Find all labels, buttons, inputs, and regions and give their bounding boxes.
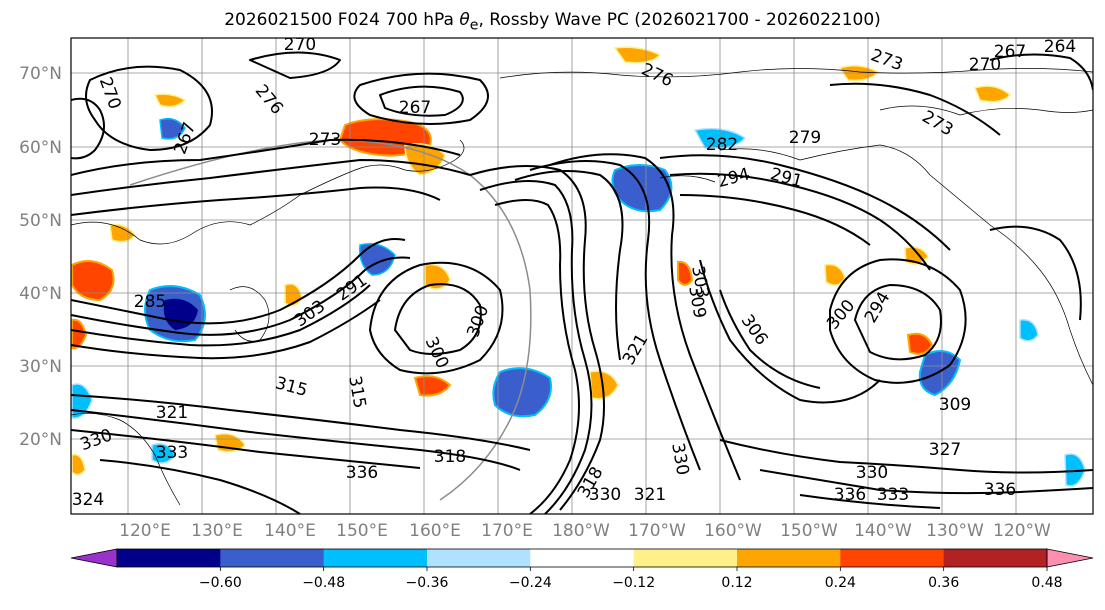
warm-anomaly [613, 46, 662, 64]
contour-label: 285 [134, 292, 166, 312]
colorbar-segment [427, 549, 531, 567]
warm-anomaly [424, 263, 451, 290]
lat-label: 60°N [19, 138, 62, 158]
colorbar-segment [323, 549, 428, 567]
warm-anomaly [677, 260, 694, 286]
lat-label: 20°N [19, 430, 62, 450]
lon-label: 120°W [993, 521, 1051, 541]
lon-label: 140°W [854, 521, 912, 541]
warm-anomaly [71, 260, 115, 302]
colorbar-outline [116, 548, 1048, 568]
contour-label: 330 [589, 485, 621, 505]
lat-axis: 70°N 60°N 50°N 40°N 30°N 20°N [19, 64, 62, 450]
theta-symbol: θ [459, 10, 470, 30]
theta-e-contours [71, 51, 1093, 514]
contour-label: 336 [834, 485, 866, 505]
lat-label: 30°N [19, 357, 62, 377]
warm-anomaly [973, 85, 1012, 103]
contour-label: 270 [284, 35, 316, 55]
warm-anomaly [109, 223, 136, 243]
contour-label: 327 [929, 440, 961, 460]
colorbar-tick-label: 0.12 [721, 575, 752, 591]
contour-label: 273 [309, 130, 341, 150]
lon-label: 150°W [780, 521, 838, 541]
contour-label: 264 [1044, 37, 1076, 57]
cold-anomaly [918, 350, 962, 397]
warm-anomaly [71, 318, 88, 350]
contour-label: 267 [399, 98, 431, 118]
cold-anomaly [71, 383, 93, 419]
colorbar-segment [117, 549, 221, 567]
contour-label: 309 [939, 395, 971, 415]
lon-label: 160°E [409, 521, 461, 541]
figure-title: 2026021500 F024 700 hPa θe, Rossby Wave … [0, 10, 1105, 33]
cold-anomaly [151, 443, 176, 464]
colorbar-segment [530, 549, 635, 567]
lon-label: 120°E [119, 521, 171, 541]
colorbar-tick-label: −0.60 [199, 575, 242, 591]
contour-label: 279 [789, 128, 821, 148]
cold-anomaly [1019, 319, 1039, 342]
lon-label: 170°E [481, 521, 533, 541]
contour-label: 267 [994, 42, 1026, 62]
reference-curve [129, 139, 532, 501]
colorbar-segment [220, 549, 325, 567]
lon-label: 150°E [336, 521, 388, 541]
map-border [70, 37, 1094, 515]
lon-axis: 120°E 130°E 140°E 150°E 160°E 170°E 180°… [119, 521, 1051, 541]
colorbar-tick-label: −0.12 [612, 575, 655, 591]
contour-label: 333 [877, 485, 909, 505]
lat-label: 70°N [19, 64, 62, 84]
colorbar-tick-label: −0.24 [509, 575, 552, 591]
lon-label: 160°W [704, 521, 762, 541]
lon-label: 180°W [552, 521, 610, 541]
colorbar-extend-low [70, 548, 118, 568]
colorbar-segment [737, 549, 841, 567]
lon-label: 140°E [264, 521, 316, 541]
colorbar-tick-label: −0.36 [406, 575, 449, 591]
map-area [71, 38, 1093, 514]
lat-label: 40°N [19, 284, 62, 304]
contour-label: 321 [634, 485, 666, 505]
colorbar-extend-high [1046, 548, 1094, 568]
colorbar-tick-label: 0.36 [928, 575, 959, 591]
lat-label: 50°N [19, 211, 62, 231]
contour-label: 321 [156, 403, 188, 423]
cold-anomaly [159, 117, 186, 140]
contour-label: 282 [706, 135, 738, 155]
theta-subscript: e [469, 17, 479, 34]
colorbar-segment [633, 549, 738, 567]
warm-anomaly [824, 263, 846, 286]
contour-label: 336 [984, 480, 1016, 500]
colorbar-tick-label: 0.24 [825, 575, 856, 591]
warm-anomaly [153, 93, 187, 108]
lon-label: 130°W [926, 521, 984, 541]
contour-label: 330 [856, 463, 888, 483]
contour-label: 336 [346, 463, 378, 483]
colorbar-segment [840, 549, 945, 567]
warm-anomaly [906, 332, 934, 355]
colorbar-segment [943, 549, 1048, 567]
title-prefix: 2026021500 F024 700 hPa [224, 10, 454, 30]
contour-label: 270 [969, 55, 1001, 75]
contour-label: 324 [72, 490, 104, 510]
colorbar-tick-label: −0.48 [302, 575, 345, 591]
contour-label: 318 [434, 447, 466, 467]
lon-label: 130°E [191, 521, 243, 541]
contour-label: 333 [156, 443, 188, 463]
warm-anomaly [71, 453, 86, 476]
title-suffix: , Rossby Wave PC (2026021700 - 202602210… [478, 10, 881, 30]
lon-label: 170°W [628, 521, 686, 541]
colorbar-tick-label: 0.48 [1031, 575, 1062, 591]
cold-anomaly [492, 367, 552, 418]
colorbar: −0.60 −0.48 −0.36 −0.24 −0.12 0.12 0.24 0.36 0.4… [70, 548, 1094, 591]
